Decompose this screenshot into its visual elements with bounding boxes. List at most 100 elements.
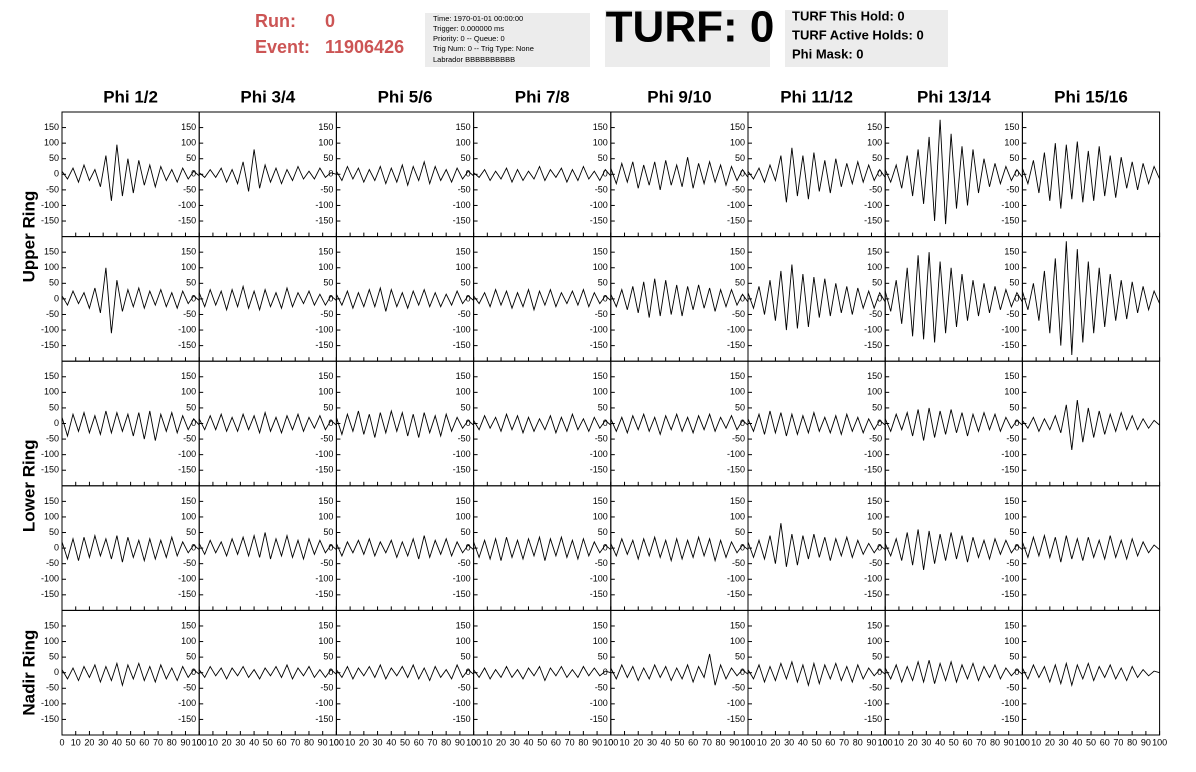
y-tick-label: -50 <box>320 558 333 568</box>
y-tick-label: 150 <box>318 620 333 630</box>
y-tick-label: 150 <box>867 247 882 257</box>
y-tick-label: 0 <box>328 667 333 677</box>
y-tick-label: -150 <box>1001 589 1019 599</box>
y-tick-label: -100 <box>590 324 608 334</box>
x-tick-label: 20 <box>770 737 780 747</box>
column-title: Phi 9/10 <box>647 87 711 106</box>
turf-title: TURF: 0 <box>606 3 775 52</box>
y-tick-label: -100 <box>453 324 471 334</box>
x-tick-label: 10 <box>345 737 355 747</box>
x-tick-label: 0 <box>883 737 888 747</box>
column-title: Phi 3/4 <box>240 87 295 106</box>
waveform <box>1021 241 1161 356</box>
x-tick-label: 70 <box>427 737 437 747</box>
waveform <box>747 660 886 687</box>
row-title: Nadir Ring <box>19 630 38 716</box>
y-tick-label: -150 <box>178 589 196 599</box>
info-line: Labrador BBBBBBBBBB <box>433 55 515 64</box>
y-tick-label: 50 <box>1009 278 1019 288</box>
y-tick-label: 100 <box>181 511 196 521</box>
x-tick-label: 30 <box>647 737 657 747</box>
y-tick-label: -150 <box>41 714 59 724</box>
y-tick-label: -100 <box>315 574 333 584</box>
y-tick-label: 50 <box>461 278 471 288</box>
y-tick-label: 50 <box>735 153 745 163</box>
y-tick-label: 150 <box>181 371 196 381</box>
y-tick-label: -150 <box>864 215 882 225</box>
y-tick-label: -150 <box>41 589 59 599</box>
y-tick-label: 0 <box>740 667 745 677</box>
x-tick-label: 60 <box>1100 737 1110 747</box>
y-tick-label: 150 <box>593 247 608 257</box>
waveform <box>747 523 886 567</box>
waveform <box>747 410 886 437</box>
y-tick-label: -100 <box>41 574 59 584</box>
y-tick-label: -100 <box>453 574 471 584</box>
y-tick-label: -50 <box>320 184 333 194</box>
x-tick-label: 10 <box>620 737 630 747</box>
y-tick-label: -100 <box>453 698 471 708</box>
x-tick-label: 50 <box>674 737 684 747</box>
y-tick-label: 150 <box>1004 620 1019 630</box>
y-tick-label: -100 <box>864 698 882 708</box>
y-tick-label: -50 <box>732 683 745 693</box>
y-tick-label: -50 <box>595 433 608 443</box>
y-tick-label: 150 <box>44 247 59 257</box>
y-tick-label: 50 <box>872 527 882 537</box>
x-tick-label: 50 <box>949 737 959 747</box>
y-tick-label: 150 <box>44 122 59 132</box>
y-tick-label: -150 <box>178 714 196 724</box>
y-tick-label: 50 <box>598 402 608 412</box>
y-tick-label: 100 <box>456 262 471 272</box>
y-tick-label: -50 <box>869 433 882 443</box>
x-tick-label: 100 <box>878 737 893 747</box>
y-tick-label: -100 <box>864 449 882 459</box>
y-tick-label: -100 <box>727 200 745 210</box>
y-tick-label: 150 <box>867 496 882 506</box>
y-tick-label: 100 <box>730 511 745 521</box>
x-tick-label: 100 <box>192 737 207 747</box>
y-tick-label: 100 <box>318 387 333 397</box>
x-tick-label: 70 <box>976 737 986 747</box>
x-tick-label: 70 <box>290 737 300 747</box>
waveform <box>61 144 200 201</box>
turf-info: TURF Active Holds: 0 <box>792 27 924 42</box>
y-tick-label: 100 <box>730 636 745 646</box>
y-tick-label: 0 <box>603 169 608 179</box>
y-tick-label: -100 <box>727 698 745 708</box>
y-tick-label: 50 <box>49 527 59 537</box>
y-tick-label: -150 <box>315 465 333 475</box>
y-tick-label: -50 <box>595 558 608 568</box>
y-tick-label: -50 <box>458 558 471 568</box>
y-tick-label: -150 <box>315 589 333 599</box>
y-tick-label: 0 <box>466 667 471 677</box>
waveform <box>884 529 1023 570</box>
waveform <box>1021 533 1160 563</box>
y-tick-label: -150 <box>1001 465 1019 475</box>
y-tick-label: -50 <box>732 558 745 568</box>
x-tick-label: 80 <box>441 737 451 747</box>
x-tick-label: 60 <box>277 737 287 747</box>
waveform <box>61 410 200 441</box>
y-tick-label: 50 <box>598 153 608 163</box>
y-tick-label: 0 <box>54 293 59 303</box>
info-line: Time: 1970-01-01 00:00:00 <box>433 14 523 23</box>
x-tick-label: 90 <box>180 737 190 747</box>
x-tick-label: 100 <box>603 737 618 747</box>
x-tick-label: 90 <box>455 737 465 747</box>
y-tick-label: 50 <box>323 652 333 662</box>
y-tick-label: 100 <box>867 511 882 521</box>
waveform <box>473 665 611 682</box>
y-tick-label: 100 <box>593 387 608 397</box>
y-tick-label: 100 <box>318 636 333 646</box>
y-tick-label: 150 <box>318 122 333 132</box>
y-tick-label: -150 <box>1001 215 1019 225</box>
y-tick-label: 150 <box>456 247 471 257</box>
y-tick-label: 50 <box>323 402 333 412</box>
y-tick-label: -50 <box>183 558 196 568</box>
y-tick-label: -150 <box>727 215 745 225</box>
x-tick-label: 20 <box>908 737 918 747</box>
x-tick-label: 40 <box>249 737 259 747</box>
waveform <box>610 412 749 436</box>
